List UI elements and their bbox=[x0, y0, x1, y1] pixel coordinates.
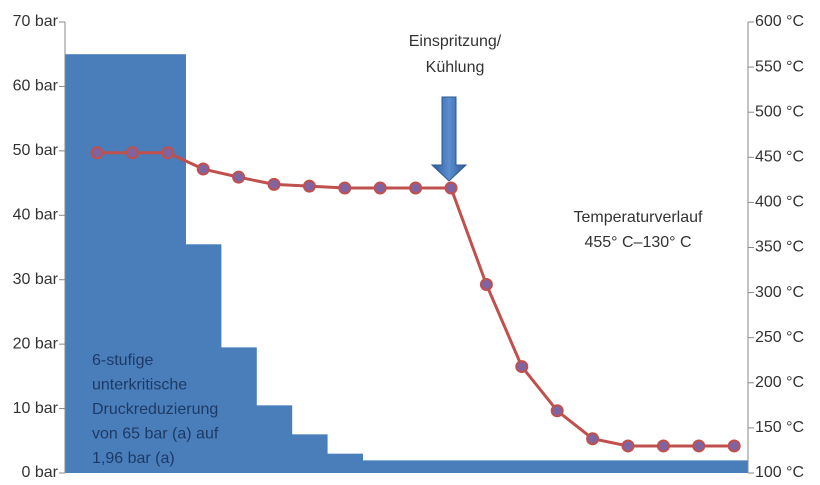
annotation: Druckreduzierung bbox=[92, 401, 218, 418]
temperature-marker bbox=[479, 277, 493, 291]
annotation: Temperaturverlauf bbox=[574, 209, 704, 226]
y2-tick-label: 200 °C bbox=[755, 374, 804, 391]
annotation: von 65 bar (a) auf bbox=[92, 426, 219, 443]
annotation: Kühlung bbox=[426, 59, 485, 76]
pressure-bar bbox=[256, 405, 293, 473]
y2-tick-label: 600 °C bbox=[755, 13, 804, 30]
y-tick-label: 60 bar bbox=[13, 78, 59, 95]
temperature-marker bbox=[409, 181, 423, 195]
pressure-bar bbox=[114, 54, 151, 473]
pressure-bar bbox=[539, 460, 576, 473]
y-tick-label: 10 bar bbox=[13, 400, 59, 417]
temperature-marker bbox=[515, 360, 529, 374]
pressure-bar bbox=[150, 54, 186, 473]
y2-tick-label: 450 °C bbox=[755, 149, 804, 166]
pressure-bar bbox=[433, 460, 470, 473]
arrow bbox=[430, 96, 468, 182]
y2-tick-label: 400 °C bbox=[755, 194, 804, 211]
temperature-marker bbox=[90, 146, 104, 160]
annotation: Einspritzung/ bbox=[409, 33, 502, 50]
temperature-marker bbox=[267, 177, 281, 191]
pressure-bar bbox=[610, 460, 647, 473]
temperature-marker bbox=[338, 181, 352, 195]
pressure-bar bbox=[327, 453, 363, 473]
temperature-marker bbox=[302, 179, 316, 193]
y-tick-label: 30 bar bbox=[13, 271, 59, 288]
temperature-marker bbox=[550, 404, 564, 418]
pressure-bar bbox=[645, 460, 682, 473]
y2-tick-label: 150 °C bbox=[755, 419, 804, 436]
temperature-marker bbox=[373, 181, 387, 195]
pressure-bar bbox=[504, 460, 540, 473]
y-tick-label: 0 bar bbox=[22, 464, 59, 481]
y2-tick-label: 550 °C bbox=[755, 58, 804, 75]
y-tick-label: 70 bar bbox=[13, 13, 59, 30]
y2-tick-label: 350 °C bbox=[755, 239, 804, 256]
temperature-marker bbox=[232, 170, 246, 184]
temperature-marker bbox=[692, 439, 706, 453]
temperature-marker bbox=[586, 432, 600, 446]
pressure-bar bbox=[397, 460, 434, 473]
pressure-bar bbox=[220, 347, 257, 473]
temperature-marker bbox=[656, 439, 670, 453]
temperature-marker bbox=[125, 146, 139, 160]
annotation: 455° C–130° C bbox=[584, 234, 691, 251]
annotation: unterkritische bbox=[92, 377, 187, 394]
y-tick-label: 20 bar bbox=[13, 335, 59, 352]
pressure-bar bbox=[185, 244, 222, 473]
annotation: 6-stufige bbox=[92, 352, 153, 369]
y2-tick-label: 100 °C bbox=[755, 464, 804, 481]
pressure-bar bbox=[291, 434, 328, 473]
annotation: 1,96 bar (a) bbox=[92, 450, 175, 467]
y2-tick-label: 300 °C bbox=[755, 284, 804, 301]
pressure-bar bbox=[681, 460, 717, 473]
y-tick-label: 40 bar bbox=[13, 207, 59, 224]
temperature-marker bbox=[727, 439, 741, 453]
temperature-marker bbox=[444, 181, 458, 195]
temperature-marker bbox=[196, 162, 210, 176]
y-tick-label: 50 bar bbox=[13, 142, 59, 159]
pressure-bar bbox=[468, 460, 505, 473]
temperature-marker bbox=[621, 439, 635, 453]
y2-tick-label: 250 °C bbox=[755, 329, 804, 346]
temperature-marker bbox=[161, 146, 175, 160]
pressure-bar bbox=[574, 460, 611, 473]
y2-tick-label: 500 °C bbox=[755, 103, 804, 120]
pressure-bar bbox=[716, 460, 749, 473]
pressure-bar bbox=[362, 460, 399, 473]
pressure-bar bbox=[65, 54, 116, 473]
